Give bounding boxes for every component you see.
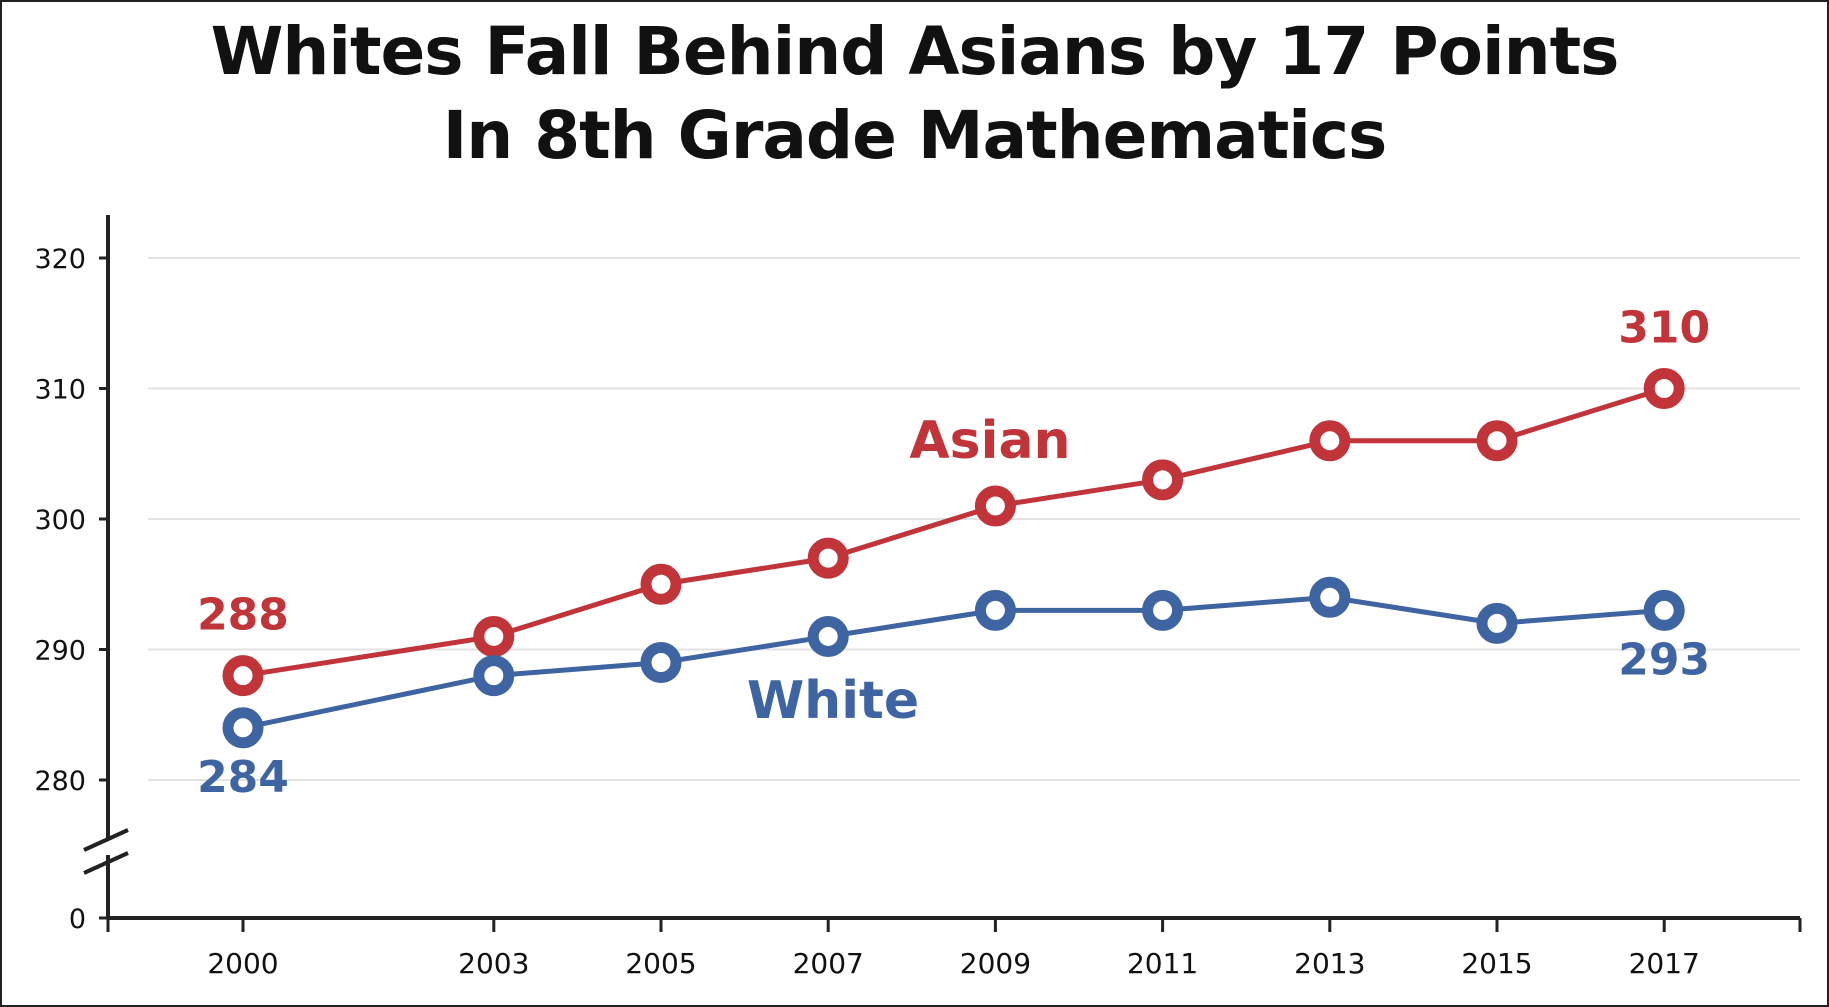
asian-data-point <box>1643 368 1685 409</box>
white-data-point <box>1476 602 1518 644</box>
asian-data-point <box>1309 420 1351 462</box>
asian-data-point <box>640 563 682 605</box>
y-tick-label: 0 <box>69 904 86 935</box>
asian-series-label: Asian <box>909 411 1070 471</box>
white-data-point <box>807 615 849 657</box>
y-tick-label: 300 <box>34 505 86 536</box>
asian-data-point <box>807 537 849 579</box>
chart-title: Whites Fall Behind Asians by 17 Points I… <box>0 10 1829 178</box>
white-data-point <box>1309 576 1351 618</box>
asian-data-point <box>473 615 515 657</box>
asian-data-label: 288 <box>197 590 289 641</box>
x-tick-label: 2013 <box>1294 947 1365 980</box>
y-tick-label: 280 <box>34 766 86 797</box>
white-series-line <box>242 594 1665 731</box>
white-series-label: White <box>747 671 919 731</box>
white-data-point <box>222 707 264 749</box>
white-data-point <box>1142 589 1184 631</box>
x-tick-label: 2017 <box>1629 947 1700 980</box>
white-data-point <box>1643 589 1685 631</box>
white-data-label: 284 <box>197 752 289 803</box>
x-tick-label: 2003 <box>458 947 529 980</box>
white-data-point <box>640 642 682 684</box>
x-tick-label: 2011 <box>1127 947 1198 980</box>
chart-title-line-1: Whites Fall Behind Asians by 17 Points <box>210 13 1620 90</box>
x-tick-label: 2000 <box>207 947 278 980</box>
white-data-point <box>974 589 1016 631</box>
asian-data-point <box>1476 420 1518 462</box>
axis-break-mark <box>83 851 129 875</box>
x-tick-label: 2009 <box>960 947 1031 980</box>
chart-title-line-2: In 8th Grade Mathematics <box>442 97 1388 174</box>
y-tick-label: 290 <box>34 636 86 667</box>
axis-break-mark <box>83 828 129 852</box>
x-tick-label: 2007 <box>793 947 864 980</box>
asian-data-point <box>1142 459 1184 501</box>
y-tick-label: 320 <box>34 244 86 275</box>
x-tick-label: 2015 <box>1461 947 1532 980</box>
y-tick-label: 310 <box>34 375 86 406</box>
asian-data-point <box>222 655 264 697</box>
white-data-label: 293 <box>1618 634 1710 685</box>
white-data-point <box>473 655 515 697</box>
x-tick-label: 2005 <box>625 947 696 980</box>
asian-data-point <box>974 485 1016 527</box>
asian-data-label: 310 <box>1618 303 1710 354</box>
